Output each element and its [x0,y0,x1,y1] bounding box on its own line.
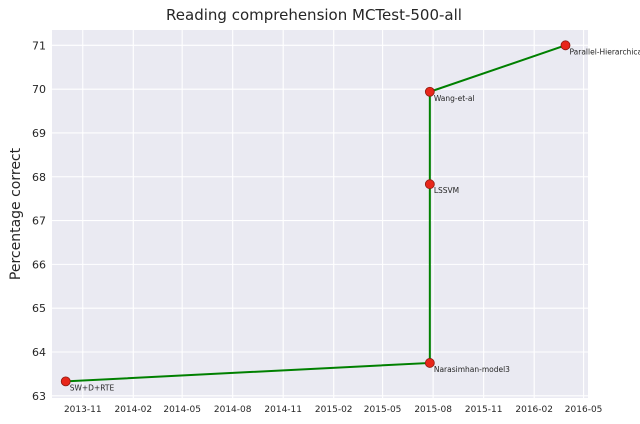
data-label: Parallel-Hierarchical [569,47,640,56]
grid [52,30,588,398]
y-tick-label: 66 [32,258,46,271]
y-tick-label: 63 [32,390,46,403]
data-label: LSSVM [434,186,459,195]
point-labels: SW+D+RTE Narasimhan-model3 LSSVM Wang-et-al… [70,47,640,392]
data-point [60,376,71,387]
y-axis-label: Percentage correct [8,147,24,280]
x-tick-label: 2013-11 [64,405,102,415]
y-axis: 63 64 65 66 67 68 69 70 71 [32,39,46,402]
y-tick-label: 65 [32,302,46,315]
y-tick-label: 71 [32,39,46,52]
x-tick-label: 2015-02 [315,405,353,415]
x-tick-label: 2016-05 [565,405,603,415]
data-label: Narasimhan-model3 [434,365,510,374]
y-tick-label: 68 [32,171,46,184]
x-axis: 2013-11 2014-02 2014-05 2014-08 2014-11 2015-… [64,405,602,415]
x-tick-label: 2016-02 [515,405,553,415]
data-label: SW+D+RTE [70,383,115,392]
data-point [424,86,435,97]
x-tick-label: 2014-05 [163,405,201,415]
y-tick-label: 69 [32,127,46,140]
plot-area [52,30,588,398]
y-tick-label: 70 [32,83,46,96]
chart-title: Reading comprehension MCTest-500-all [166,6,462,24]
markers [60,40,571,387]
x-tick-label: 2015-11 [465,405,503,415]
x-tick-label: 2015-05 [364,405,402,415]
data-point [424,179,435,190]
y-tick-label: 67 [32,215,46,228]
data-point [560,40,571,51]
x-tick-label: 2014-11 [264,405,302,415]
data-label: Wang-et-al [434,94,475,103]
x-tick-label: 2014-08 [214,405,252,415]
data-point [424,358,435,368]
y-tick-label: 64 [32,346,46,359]
x-tick-label: 2015-08 [414,405,452,415]
x-tick-label: 2014-02 [114,405,152,415]
